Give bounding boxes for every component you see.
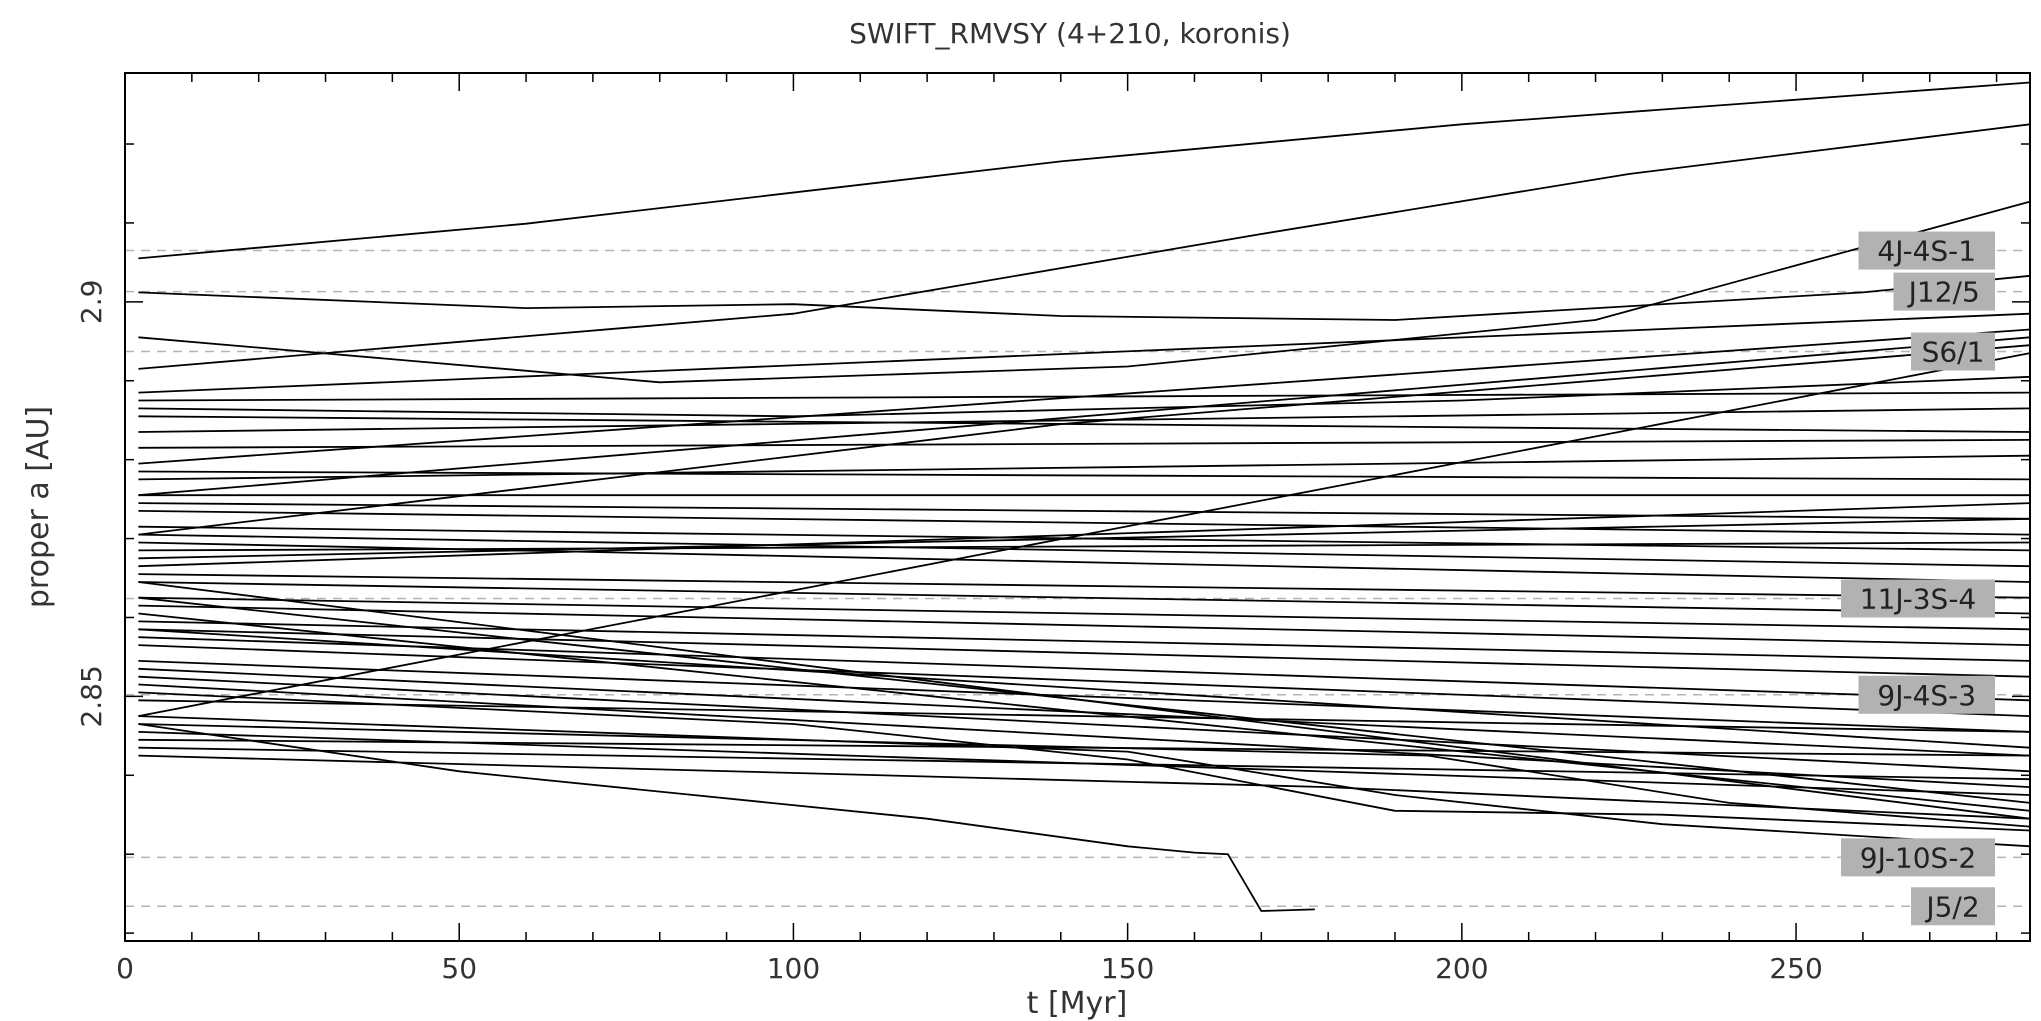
series-line-3 bbox=[138, 200, 2031, 384]
series-line-33 bbox=[138, 660, 2031, 733]
series-line-39 bbox=[138, 628, 2031, 749]
series-line-35 bbox=[138, 675, 2031, 773]
x-axis-label: t [Myr] bbox=[1027, 986, 1128, 1021]
resonance-label-3: 11J-3S-4 bbox=[1860, 583, 1977, 616]
series-line-27 bbox=[138, 596, 2031, 631]
series-line-31 bbox=[138, 636, 2031, 702]
series-line-15 bbox=[138, 470, 2031, 481]
series-line-17 bbox=[138, 502, 2031, 520]
series-line-36 bbox=[138, 683, 2031, 788]
resonance-label-5: 9J-10S-2 bbox=[1860, 841, 1977, 874]
chart-title: SWIFT_RMVSY (4+210, koronis) bbox=[849, 17, 1291, 50]
y-tick-labels: 2.85 2.9 bbox=[75, 280, 108, 728]
series-line-24 bbox=[138, 502, 2031, 568]
resonance-label-box-4 bbox=[1858, 675, 1995, 714]
series-line-30 bbox=[138, 628, 2031, 678]
series-line-0 bbox=[138, 81, 2031, 260]
x-tick-label-4: 200 bbox=[1435, 952, 1488, 985]
series-line-18 bbox=[138, 510, 2031, 536]
resonance-label-box-6 bbox=[1911, 887, 1995, 926]
y-tick-label-1: 2.9 bbox=[75, 280, 108, 325]
resonance-label-box-2 bbox=[1911, 332, 1995, 371]
series-line-9 bbox=[138, 375, 2031, 418]
series-line-10 bbox=[138, 391, 2031, 402]
x-tick-labels: 0 50 100 150 200 250 bbox=[116, 952, 1823, 985]
resonance-label-box-3 bbox=[1841, 579, 1995, 618]
series-line-14 bbox=[138, 454, 2031, 481]
x-tick-label-0: 0 bbox=[116, 952, 134, 985]
series-line-23 bbox=[138, 517, 2031, 560]
series-line-40 bbox=[138, 699, 2031, 733]
resonance-label-4: 9J-4S-3 bbox=[1877, 679, 1976, 712]
series-line-4 bbox=[138, 312, 2031, 394]
axis-ticks bbox=[124, 73, 2030, 941]
resonance-labels: 4J-4S-1 J12/5 S6/1 11J-3S-4 9J-4S-3 9J-10S-2 J… bbox=[1841, 231, 1995, 926]
y-axis-label: proper a [AU] bbox=[21, 406, 56, 608]
series-line-32 bbox=[138, 644, 2031, 717]
resonance-label-box-5 bbox=[1841, 838, 1995, 877]
series-line-47 bbox=[138, 691, 2031, 832]
x-tick-label-5: 250 bbox=[1769, 952, 1822, 985]
x-tick-label-2: 100 bbox=[767, 952, 820, 985]
series-line-45 bbox=[138, 581, 2031, 820]
series-line-20 bbox=[138, 533, 2031, 568]
plot-frame bbox=[124, 72, 2031, 942]
x-tick-label-3: 150 bbox=[1101, 952, 1154, 985]
series-line-26 bbox=[138, 581, 2031, 615]
resonance-label-2: S6/1 bbox=[1922, 336, 1985, 369]
series-line-43 bbox=[138, 746, 2031, 781]
series-line-1 bbox=[138, 123, 2031, 370]
y-tick-label-0: 2.85 bbox=[75, 665, 108, 727]
series-line-12 bbox=[138, 415, 2031, 433]
resonance-label-1: J12/5 bbox=[1907, 276, 1980, 309]
series-line-2 bbox=[138, 274, 2031, 321]
series-line-6 bbox=[138, 336, 2031, 497]
series-line-48 bbox=[138, 715, 2031, 848]
resonance-label-box-1 bbox=[1893, 272, 1995, 311]
series-line-28 bbox=[138, 604, 2031, 646]
series-line-25 bbox=[138, 573, 2031, 599]
series-line-49 bbox=[138, 723, 1315, 912]
resonance-label-0: 4J-4S-1 bbox=[1877, 235, 1976, 268]
series-line-11 bbox=[138, 407, 2031, 433]
resonance-label-box-0 bbox=[1858, 231, 1995, 270]
series-line-22 bbox=[138, 541, 2031, 552]
series-line-13 bbox=[138, 439, 2031, 449]
series-line-29 bbox=[138, 620, 2031, 662]
series-line-38 bbox=[138, 612, 2031, 812]
series-group bbox=[138, 81, 2031, 912]
resonance-label-6: J5/2 bbox=[1924, 890, 1979, 923]
x-tick-label-1: 50 bbox=[441, 952, 477, 985]
